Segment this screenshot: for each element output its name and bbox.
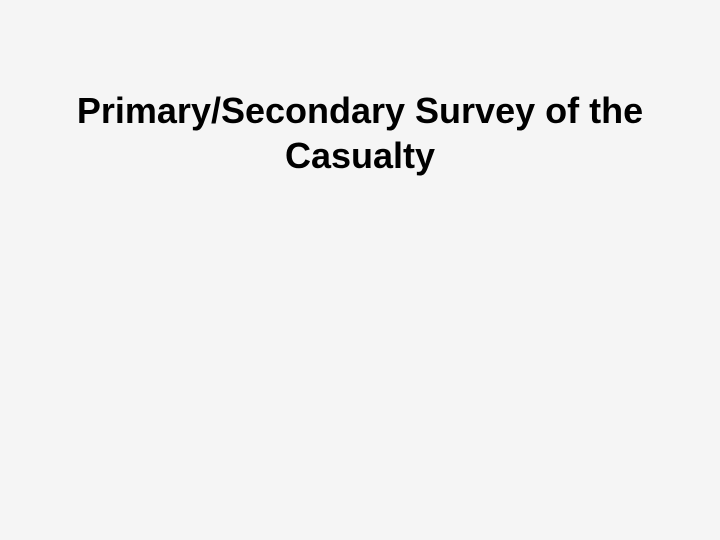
slide-container: Primary/Secondary Survey of the Casualty <box>0 0 720 540</box>
slide-title: Primary/Secondary Survey of the Casualty <box>40 88 680 178</box>
